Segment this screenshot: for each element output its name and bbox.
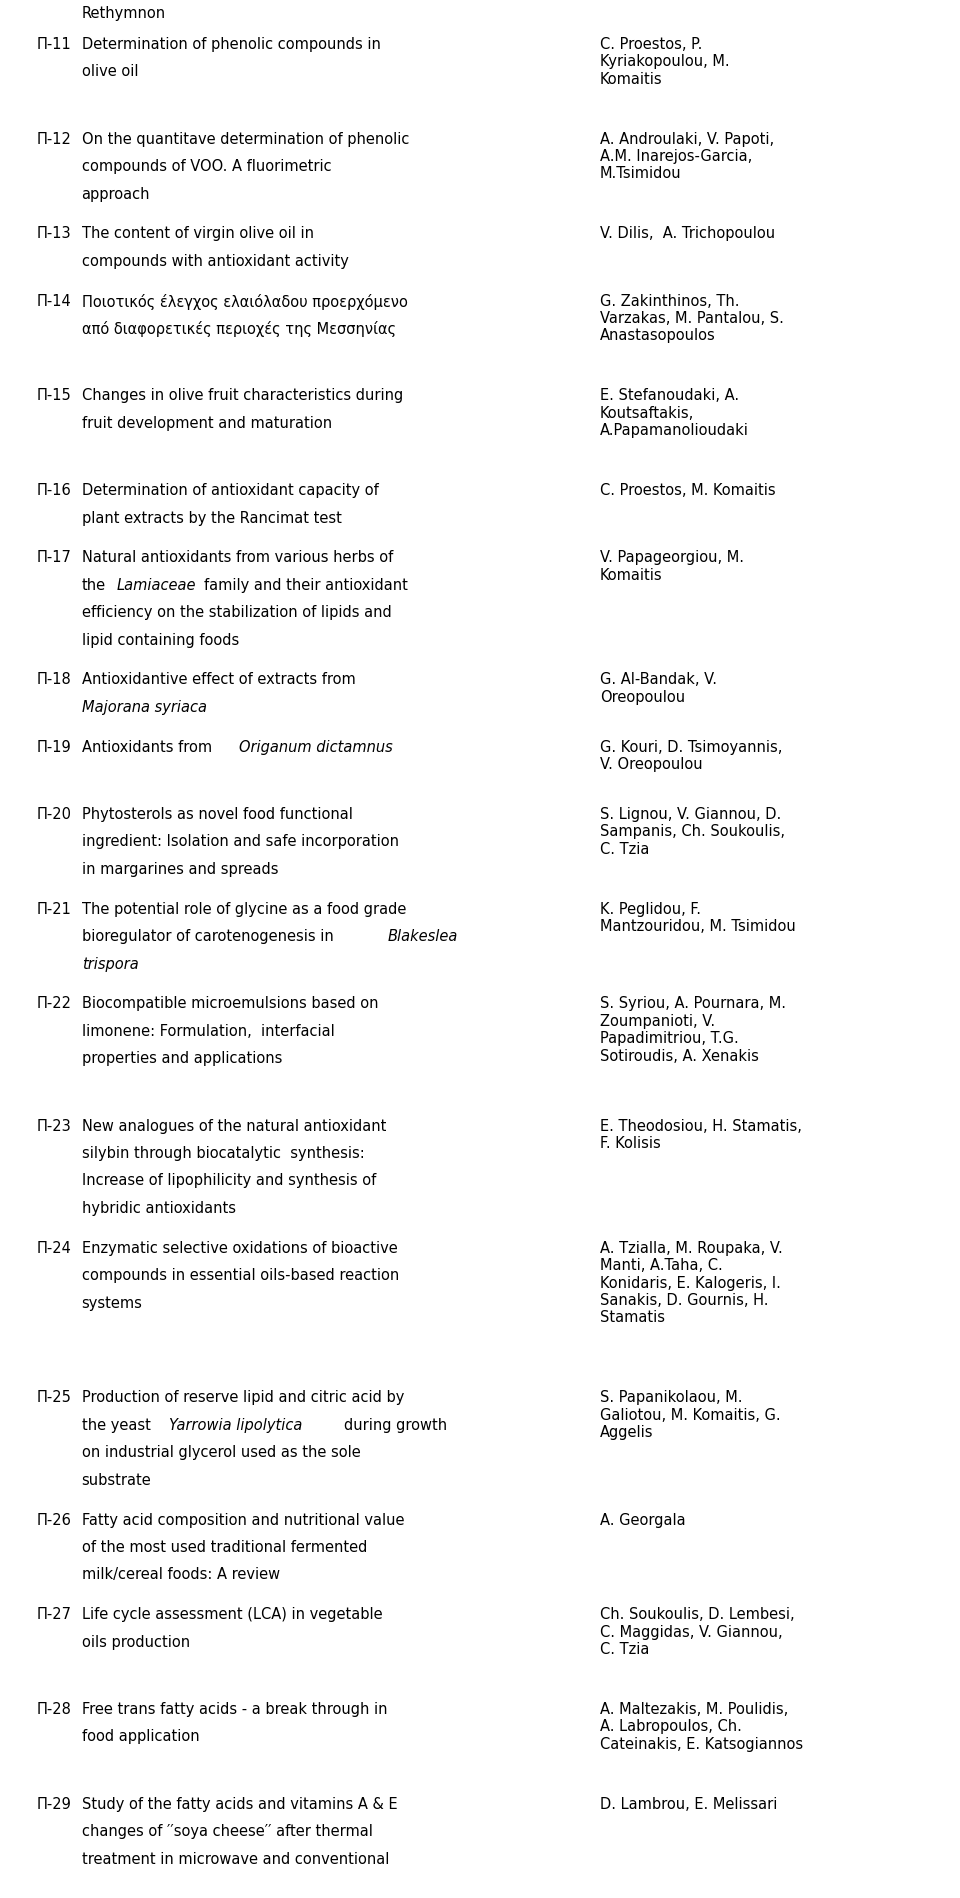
Text: Π-26: Π-26 <box>36 1513 71 1526</box>
Text: Π-29: Π-29 <box>36 1796 71 1811</box>
Text: compounds of VOO. A fluorimetric: compounds of VOO. A fluorimetric <box>82 159 331 175</box>
Text: the: the <box>82 577 106 592</box>
Text: A. Maltezakis, M. Poulidis,
A. Labropoulos, Ch.
Cateinakis, E. Katsogiannos: A. Maltezakis, M. Poulidis, A. Labropoul… <box>600 1701 804 1750</box>
Text: S. Syriou, A. Pournara, M.
Zoumpanioti, V.
Papadimitriou, T.G.
Sotiroudis, A. Xe: S. Syriou, A. Pournara, M. Zoumpanioti, … <box>600 996 786 1063</box>
Text: C. Proestos, P.
Kyriakopoulou, M.
Komaitis: C. Proestos, P. Kyriakopoulou, M. Komait… <box>600 36 730 87</box>
Text: S. Lignou, V. Giannou, D.
Sampanis, Ch. Soukoulis,
C. Tzia: S. Lignou, V. Giannou, D. Sampanis, Ch. … <box>600 807 785 856</box>
Text: Π-11: Π-11 <box>36 36 71 51</box>
Text: K. Peglidou, F.
Mantzouridou, M. Tsimidou: K. Peglidou, F. Mantzouridou, M. Tsimido… <box>600 902 796 934</box>
Text: trispora: trispora <box>82 957 138 972</box>
Text: New analogues of the natural antioxidant: New analogues of the natural antioxidant <box>82 1118 386 1133</box>
Text: bioregulator of carotenogenesis in: bioregulator of carotenogenesis in <box>82 928 333 943</box>
Text: during growth: during growth <box>344 1418 447 1433</box>
Text: plant extracts by the Rancimat test: plant extracts by the Rancimat test <box>82 511 342 526</box>
Text: Yarrowia lipolytica: Yarrowia lipolytica <box>169 1418 302 1433</box>
Text: C. Proestos, M. Komaitis: C. Proestos, M. Komaitis <box>600 482 776 497</box>
Text: G. Kouri, D. Tsimoyannis,
V. Oreopoulou: G. Kouri, D. Tsimoyannis, V. Oreopoulou <box>600 740 782 772</box>
Text: changes of ′′soya cheese′′ after thermal: changes of ′′soya cheese′′ after thermal <box>82 1824 372 1837</box>
Text: Π-14: Π-14 <box>36 294 71 309</box>
Text: E. Stefanoudaki, A.
Koutsaftakis,
A.Papamanolioudaki: E. Stefanoudaki, A. Koutsaftakis, A.Papa… <box>600 387 749 438</box>
Text: Π-19: Π-19 <box>36 740 71 754</box>
Text: A. Georgala: A. Georgala <box>600 1513 685 1526</box>
Text: milk/cereal foods: A review: milk/cereal foods: A review <box>82 1566 279 1581</box>
Text: Rethymnon: Rethymnon <box>82 6 166 21</box>
Text: Natural antioxidants from various herbs of: Natural antioxidants from various herbs … <box>82 550 393 566</box>
Text: Π-12: Π-12 <box>36 131 71 146</box>
Text: Π-25: Π-25 <box>36 1389 71 1405</box>
Text: G. Al-Bandak, V.
Oreopoulou: G. Al-Bandak, V. Oreopoulou <box>600 672 717 704</box>
Text: On the quantitave determination of phenolic: On the quantitave determination of pheno… <box>82 131 409 146</box>
Text: lipid containing foods: lipid containing foods <box>82 632 239 647</box>
Text: oils production: oils production <box>82 1634 190 1649</box>
Text: Lamiaceae: Lamiaceae <box>116 577 196 592</box>
Text: compounds with antioxidant activity: compounds with antioxidant activity <box>82 254 348 270</box>
Text: Antioxidants from: Antioxidants from <box>82 740 212 754</box>
Text: E. Theodosiou, H. Stamatis,
F. Kolisis: E. Theodosiou, H. Stamatis, F. Kolisis <box>600 1118 802 1150</box>
Text: Π-16: Π-16 <box>36 482 71 497</box>
Text: Π-20: Π-20 <box>36 807 71 822</box>
Text: Origanum dictamnus: Origanum dictamnus <box>239 740 393 754</box>
Text: Π-21: Π-21 <box>36 902 71 917</box>
Text: efficiency on the stabilization of lipids and: efficiency on the stabilization of lipid… <box>82 605 392 621</box>
Text: A. Tzialla, M. Roupaka, V.
Manti, A.Taha, C.
Konidaris, E. Kalogeris, I.
Sanakis: A. Tzialla, M. Roupaka, V. Manti, A.Taha… <box>600 1239 782 1325</box>
Text: Ποιοτικός έλεγχος ελαιόλαδου προερχόμενο: Ποιοτικός έλεγχος ελαιόλαδου προερχόμενο <box>82 294 407 309</box>
Text: food application: food application <box>82 1729 200 1744</box>
Text: compounds in essential oils-based reaction: compounds in essential oils-based reacti… <box>82 1268 398 1283</box>
Text: Increase of lipophilicity and synthesis of: Increase of lipophilicity and synthesis … <box>82 1173 376 1188</box>
Text: V. Papageorgiou, M.
Komaitis: V. Papageorgiou, M. Komaitis <box>600 550 744 583</box>
Text: Π-18: Π-18 <box>36 672 71 687</box>
Text: Π-13: Π-13 <box>36 226 71 241</box>
Text: in margarines and spreads: in margarines and spreads <box>82 862 278 877</box>
Text: A. Androulaki, V. Papoti,
A.M. Inarejos-Garcia,
M.Tsimidou: A. Androulaki, V. Papoti, A.M. Inarejos-… <box>600 131 774 182</box>
Text: Changes in olive fruit characteristics during: Changes in olive fruit characteristics d… <box>82 387 403 402</box>
Text: Ch. Soukoulis, D. Lembesi,
C. Maggidas, V. Giannou,
C. Tzia: Ch. Soukoulis, D. Lembesi, C. Maggidas, … <box>600 1606 795 1657</box>
Text: Π-27: Π-27 <box>36 1606 71 1621</box>
Text: Π-17: Π-17 <box>36 550 71 566</box>
Text: Antioxidantive effect of extracts from: Antioxidantive effect of extracts from <box>82 672 355 687</box>
Text: Π-23: Π-23 <box>36 1118 71 1133</box>
Text: Determination of phenolic compounds in: Determination of phenolic compounds in <box>82 36 380 51</box>
Text: Π-28: Π-28 <box>36 1701 71 1716</box>
Text: Life cycle assessment (LCA) in vegetable: Life cycle assessment (LCA) in vegetable <box>82 1606 382 1621</box>
Text: από διαφορετικές περιοχές της Μεσσηνίας: από διαφορετικές περιοχές της Μεσσηνίας <box>82 321 396 338</box>
Text: Π-24: Π-24 <box>36 1239 71 1255</box>
Text: family and their antioxidant: family and their antioxidant <box>204 577 408 592</box>
Text: D. Lambrou, E. Melissari: D. Lambrou, E. Melissari <box>600 1796 778 1811</box>
Text: The content of virgin olive oil in: The content of virgin olive oil in <box>82 226 314 241</box>
Text: S. Papanikolaou, M.
Galiotou, M. Komaitis, G.
Aggelis: S. Papanikolaou, M. Galiotou, M. Komaiti… <box>600 1389 780 1439</box>
Text: Fatty acid composition and nutritional value: Fatty acid composition and nutritional v… <box>82 1513 404 1526</box>
Text: olive oil: olive oil <box>82 65 138 80</box>
Text: Biocompatible microemulsions based on: Biocompatible microemulsions based on <box>82 996 378 1012</box>
Text: the yeast: the yeast <box>82 1418 151 1433</box>
Text: Π-22: Π-22 <box>36 996 71 1012</box>
Text: hybridic antioxidants: hybridic antioxidants <box>82 1200 235 1215</box>
Text: Study of the fatty acids and vitamins A & E: Study of the fatty acids and vitamins A … <box>82 1796 397 1811</box>
Text: Production of reserve lipid and citric acid by: Production of reserve lipid and citric a… <box>82 1389 404 1405</box>
Text: The potential role of glycine as a food grade: The potential role of glycine as a food … <box>82 902 406 917</box>
Text: Majorana syriaca: Majorana syriaca <box>82 700 206 714</box>
Text: Blakeslea: Blakeslea <box>388 928 458 943</box>
Text: limonene: Formulation,  interfacial: limonene: Formulation, interfacial <box>82 1023 334 1038</box>
Text: Phytosterols as novel food functional: Phytosterols as novel food functional <box>82 807 352 822</box>
Text: treatment in microwave and conventional: treatment in microwave and conventional <box>82 1851 389 1866</box>
Text: of the most used traditional fermented: of the most used traditional fermented <box>82 1539 367 1554</box>
Text: Enzymatic selective oxidations of bioactive: Enzymatic selective oxidations of bioact… <box>82 1239 397 1255</box>
Text: approach: approach <box>82 186 150 201</box>
Text: silybin through biocatalytic  synthesis:: silybin through biocatalytic synthesis: <box>82 1144 365 1160</box>
Text: properties and applications: properties and applications <box>82 1051 282 1067</box>
Text: Π-15: Π-15 <box>36 387 71 402</box>
Text: substrate: substrate <box>82 1473 152 1486</box>
Text: Free trans fatty acids - a break through in: Free trans fatty acids - a break through… <box>82 1701 387 1716</box>
Text: systems: systems <box>82 1294 142 1310</box>
Text: V. Dilis,  A. Trichopoulou: V. Dilis, A. Trichopoulou <box>600 226 775 241</box>
Text: ingredient: Isolation and safe incorporation: ingredient: Isolation and safe incorpora… <box>82 833 398 848</box>
Text: G. Zakinthinos, Th.
Varzakas, M. Pantalou, S.
Anastasopoulos: G. Zakinthinos, Th. Varzakas, M. Pantalo… <box>600 294 784 344</box>
Text: on industrial glycerol used as the sole: on industrial glycerol used as the sole <box>82 1444 360 1460</box>
Text: Determination of antioxidant capacity of: Determination of antioxidant capacity of <box>82 482 378 497</box>
Text: fruit development and maturation: fruit development and maturation <box>82 416 332 431</box>
